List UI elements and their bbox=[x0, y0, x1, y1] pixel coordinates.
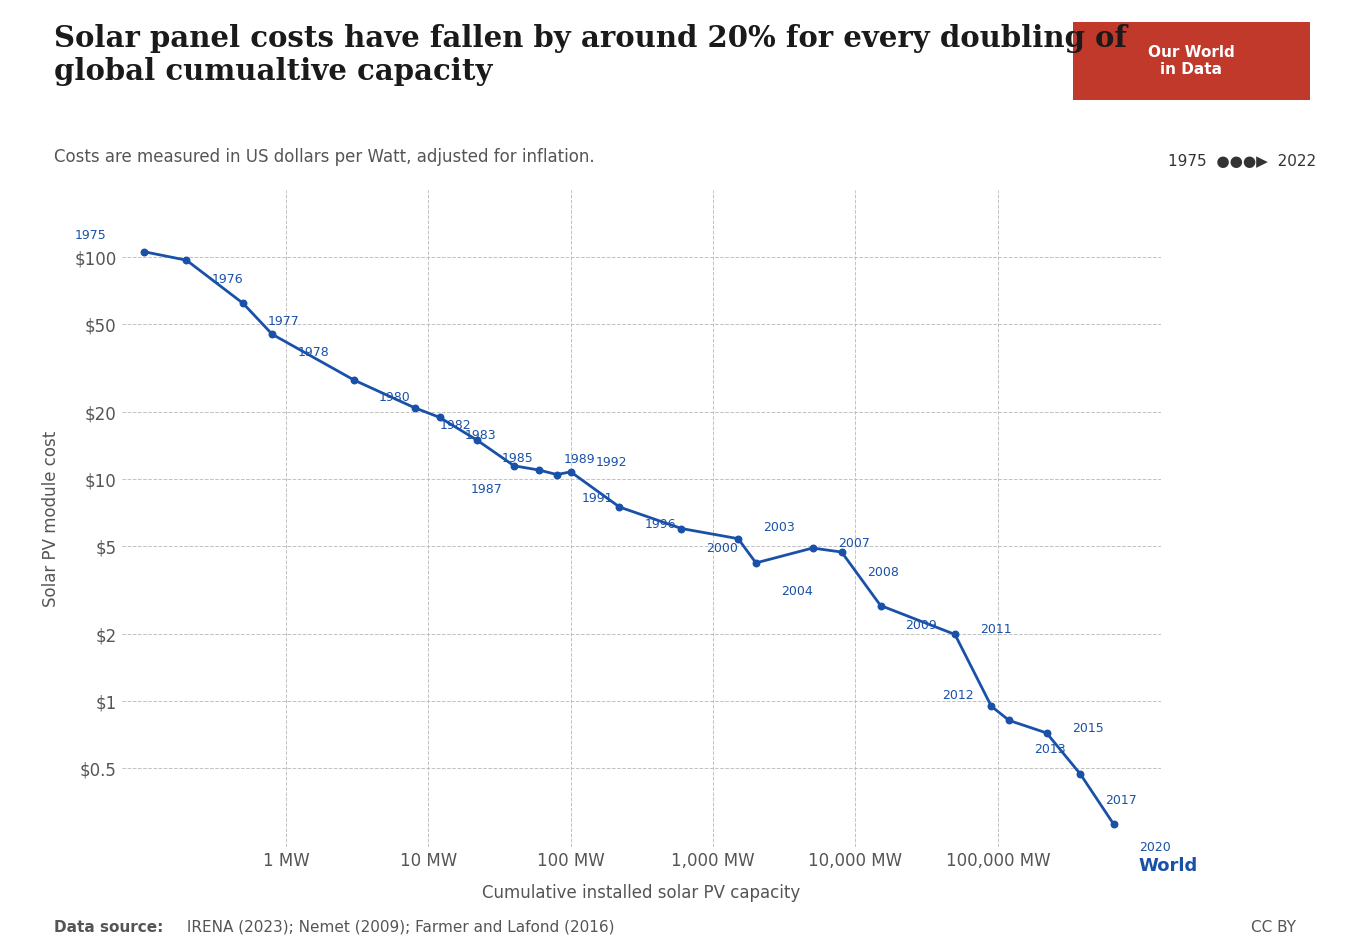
Text: 1992: 1992 bbox=[595, 456, 628, 469]
Text: 1982: 1982 bbox=[440, 419, 471, 432]
Text: 2007: 2007 bbox=[837, 537, 869, 550]
Point bbox=[528, 463, 549, 478]
Text: 2008: 2008 bbox=[867, 565, 899, 579]
Point bbox=[560, 465, 582, 480]
Point bbox=[745, 555, 767, 570]
Text: 1983: 1983 bbox=[464, 428, 497, 442]
Point bbox=[429, 409, 451, 425]
Text: 1987: 1987 bbox=[471, 484, 504, 496]
Point bbox=[466, 432, 487, 447]
Text: 2013: 2013 bbox=[1034, 743, 1065, 756]
Text: Costs are measured in US dollars per Watt, adjusted for inflation.: Costs are measured in US dollars per Wat… bbox=[54, 148, 594, 166]
Point bbox=[980, 699, 1002, 714]
Point bbox=[176, 252, 197, 268]
Point bbox=[404, 400, 425, 415]
Text: 1989: 1989 bbox=[564, 452, 595, 466]
Text: 2000: 2000 bbox=[706, 543, 738, 555]
Point bbox=[944, 626, 965, 642]
Text: 2009: 2009 bbox=[906, 620, 937, 632]
Point bbox=[1035, 725, 1057, 741]
Text: 1980: 1980 bbox=[379, 391, 410, 405]
Point bbox=[262, 327, 284, 342]
X-axis label: Cumulative installed solar PV capacity: Cumulative installed solar PV capacity bbox=[482, 884, 801, 902]
Point bbox=[547, 466, 568, 482]
Text: 2003: 2003 bbox=[763, 522, 795, 534]
Text: 2012: 2012 bbox=[942, 689, 973, 702]
Text: 1985: 1985 bbox=[502, 451, 533, 465]
Point bbox=[343, 372, 364, 387]
Point bbox=[609, 500, 630, 515]
Point bbox=[728, 531, 749, 546]
Point bbox=[232, 296, 254, 311]
Text: 1978: 1978 bbox=[297, 346, 329, 359]
Text: 2020: 2020 bbox=[1138, 842, 1170, 855]
Text: 2004: 2004 bbox=[782, 585, 813, 599]
Text: 1975  ●●●▶  2022: 1975 ●●●▶ 2022 bbox=[1168, 154, 1316, 169]
Text: 1977: 1977 bbox=[269, 315, 300, 327]
Text: 1976: 1976 bbox=[212, 273, 243, 286]
Point bbox=[671, 521, 693, 536]
Text: IRENA (2023); Nemet (2009); Farmer and Lafond (2016): IRENA (2023); Nemet (2009); Farmer and L… bbox=[182, 920, 614, 935]
Point bbox=[869, 598, 891, 613]
Text: 2011: 2011 bbox=[980, 624, 1011, 636]
Point bbox=[802, 541, 824, 556]
Text: 2015: 2015 bbox=[1072, 722, 1103, 735]
Text: Our World
in Data: Our World in Data bbox=[1148, 45, 1235, 77]
Point bbox=[830, 545, 852, 560]
Y-axis label: Solar PV module cost: Solar PV module cost bbox=[42, 430, 61, 607]
Text: Data source:: Data source: bbox=[54, 920, 163, 935]
Point bbox=[132, 244, 154, 259]
Text: 1975: 1975 bbox=[74, 229, 107, 242]
Point bbox=[1069, 766, 1091, 782]
Text: 1996: 1996 bbox=[644, 519, 676, 531]
Text: 1991: 1991 bbox=[582, 492, 613, 505]
Text: Solar panel costs have fallen by around 20% for every doubling of
global cumualt: Solar panel costs have fallen by around … bbox=[54, 24, 1127, 87]
Point bbox=[1103, 817, 1125, 832]
Text: CC BY: CC BY bbox=[1251, 920, 1296, 935]
Text: World: World bbox=[1138, 857, 1197, 875]
Text: 2017: 2017 bbox=[1106, 794, 1137, 807]
Point bbox=[504, 458, 525, 473]
Point bbox=[998, 713, 1019, 728]
